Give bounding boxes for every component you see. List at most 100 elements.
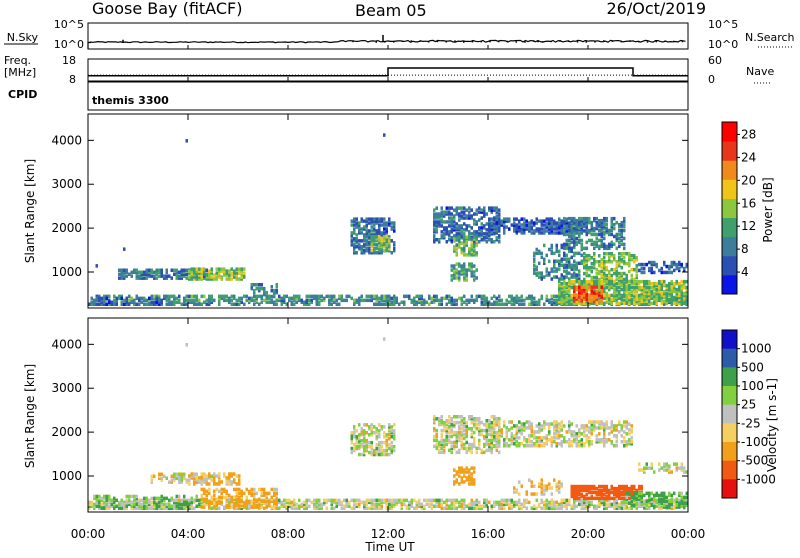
heatmap-cell (211, 496, 214, 500)
heatmap-cell (633, 286, 636, 290)
heatmap-cell (623, 436, 626, 440)
heatmap-cell (461, 466, 464, 470)
heatmap-cell (228, 297, 231, 301)
heatmap-cell (631, 428, 634, 432)
heatmap-cell (631, 440, 634, 444)
heatmap-cell (588, 436, 591, 440)
heatmap-cell (673, 269, 676, 273)
heatmap-cell (521, 503, 524, 507)
heatmap-cell (581, 217, 584, 221)
heatmap-cell (453, 445, 456, 449)
heatmap-cell (633, 280, 636, 284)
heatmap-cell (591, 243, 594, 247)
heatmap-cell (553, 501, 556, 505)
heatmap-cell (561, 273, 564, 277)
heatmap-cell (158, 274, 161, 278)
heatmap-cell (628, 252, 631, 256)
heatmap-cell (331, 295, 334, 299)
heatmap-cell (513, 486, 516, 490)
heatmap-cell (611, 280, 614, 284)
heatmap-cell (528, 501, 531, 505)
heatmap-cell (558, 284, 561, 288)
heatmap-cell (543, 303, 546, 307)
heatmap-cell (153, 475, 156, 479)
heatmap-cell (453, 234, 456, 238)
heatmap-cell (498, 240, 501, 244)
heatmap-cell (518, 492, 521, 496)
heatmap-cell (548, 501, 551, 505)
heatmap-cell (233, 496, 236, 500)
heatmap-cell (616, 233, 619, 237)
heatmap-cell (613, 288, 616, 292)
heatmap-cell (123, 503, 126, 507)
heatmap-cell (548, 438, 551, 442)
heatmap-cell (536, 444, 539, 448)
heatmap-cell (103, 495, 106, 499)
heatmap-cell (608, 503, 611, 507)
heatmap-cell (98, 303, 101, 307)
heatmap-cell (403, 301, 406, 305)
heatmap-cell (266, 301, 269, 305)
heatmap-cell (223, 488, 226, 492)
heatmap-cell (258, 303, 261, 307)
heatmap-cell (223, 496, 226, 500)
heatmap-cell (253, 505, 256, 509)
heatmap-cell (166, 497, 169, 501)
heatmap-cell (253, 502, 256, 506)
heatmap-cell (373, 217, 376, 221)
heatmap-cell (361, 227, 364, 231)
heatmap-cell (578, 239, 581, 243)
heatmap-cell (631, 286, 634, 290)
heatmap-cell (98, 495, 101, 499)
heatmap-cell (566, 264, 569, 268)
heatmap-cell (116, 499, 119, 503)
heatmap-cell (363, 423, 366, 427)
heatmap-cell (551, 486, 554, 490)
heatmap-cell (418, 499, 421, 503)
heatmap-cell (271, 496, 274, 500)
heatmap-cell (606, 507, 609, 511)
heatmap-cell (408, 295, 411, 299)
heatmap-cell (148, 507, 151, 511)
heatmap-cell (663, 271, 666, 275)
heatmap-cell (111, 499, 114, 503)
heatmap-cell (491, 303, 494, 307)
heatmap-cell (121, 507, 124, 511)
heatmap-cell (253, 299, 256, 303)
heatmap-cell (611, 440, 614, 444)
heatmap-cell (496, 434, 499, 438)
heatmap-cell (463, 235, 466, 239)
heatmap-cell (611, 217, 614, 221)
heatmap-cell (386, 499, 389, 503)
heatmap-cell (658, 286, 661, 290)
heatmap-cell (598, 438, 601, 442)
heatmap-cell (368, 241, 371, 245)
heatmap-cell (623, 243, 626, 247)
heatmap-cell (586, 289, 589, 293)
heatmap-cell (283, 295, 286, 299)
heatmap-cell (581, 239, 584, 243)
heatmap-cell (536, 271, 539, 275)
heatmap-cell (161, 299, 164, 303)
heatmap-cell (548, 271, 551, 275)
heatmap-cell (516, 440, 519, 444)
heatmap-cell (273, 492, 276, 496)
heatmap-cell (458, 449, 461, 453)
heatmap-cell (626, 262, 629, 266)
heatmap-cell (496, 236, 499, 240)
heatmap-cell (456, 222, 459, 226)
heatmap-cell (286, 295, 289, 299)
heatmap-cell (236, 504, 239, 508)
heatmap-cell (618, 223, 621, 227)
heatmap-cell (148, 297, 151, 301)
heatmap-cell (583, 252, 586, 256)
heatmap-cell (591, 297, 594, 301)
heatmap-cell (651, 290, 654, 294)
heatmap-cell (508, 295, 511, 299)
heatmap-cell (576, 252, 579, 256)
heatmap-cell (156, 276, 159, 280)
heatmap-cell (311, 299, 314, 303)
heatmap-cell (601, 438, 604, 442)
heatmap-cell (196, 499, 199, 503)
heatmap-cell (91, 501, 94, 505)
